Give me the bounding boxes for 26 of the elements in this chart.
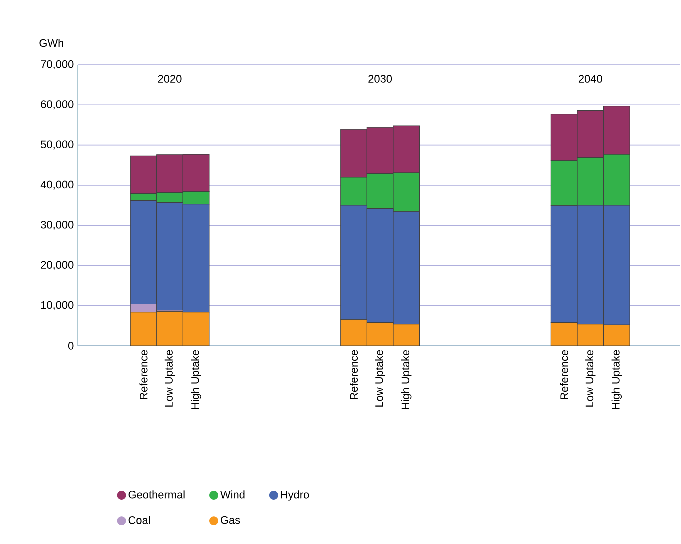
x-tick-label: Reference bbox=[140, 350, 148, 400]
x-tick-label: Low Uptake bbox=[375, 350, 386, 407]
legend-label: Gas bbox=[221, 516, 240, 524]
y-tick-label: 50,000 bbox=[41, 140, 74, 150]
y-tick-label: 70,000 bbox=[41, 60, 74, 70]
x-tick-label: High Uptake bbox=[402, 350, 412, 410]
annotation: 2030 bbox=[368, 75, 392, 83]
x-tick-label: High Uptake bbox=[612, 350, 622, 410]
y-tick-label: 30,000 bbox=[41, 221, 74, 230]
y-axis-title: GWh bbox=[40, 39, 64, 48]
x-tick-label: Reference bbox=[350, 350, 358, 400]
y-tick-label: 60,000 bbox=[41, 100, 74, 110]
x-tick-label: Low Uptake bbox=[586, 350, 596, 407]
y-tick-label: 0 bbox=[68, 342, 74, 350]
y-tick-label: 10,000 bbox=[41, 301, 74, 310]
x-tick-label: Reference bbox=[560, 350, 568, 400]
x-tick-label: High Uptake bbox=[191, 350, 202, 410]
x-tick-label: Low Uptake bbox=[164, 350, 176, 407]
y-tick-label: 20,000 bbox=[41, 261, 74, 270]
annotation: 2040 bbox=[578, 75, 602, 83]
legend-label: Coal bbox=[128, 516, 150, 524]
legend-label: Geothermal bbox=[128, 490, 185, 499]
legend-label: Hydro bbox=[281, 490, 310, 501]
legend-label: Wind bbox=[220, 490, 245, 499]
y-tick-label: 40,000 bbox=[40, 180, 74, 190]
annotation: 2020 bbox=[158, 75, 182, 83]
